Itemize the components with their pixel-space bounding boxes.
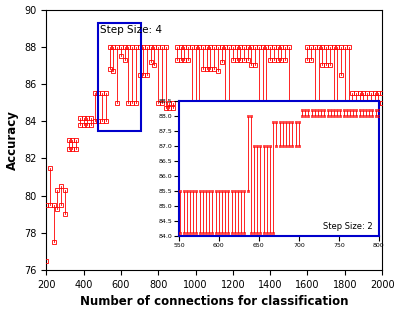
Text: Step Size: 4: Step Size: 4 bbox=[100, 25, 162, 35]
Y-axis label: Accuracy: Accuracy bbox=[6, 110, 18, 170]
X-axis label: Number of connections for classification: Number of connections for classification bbox=[80, 295, 348, 308]
Bar bbox=[98, 23, 141, 131]
